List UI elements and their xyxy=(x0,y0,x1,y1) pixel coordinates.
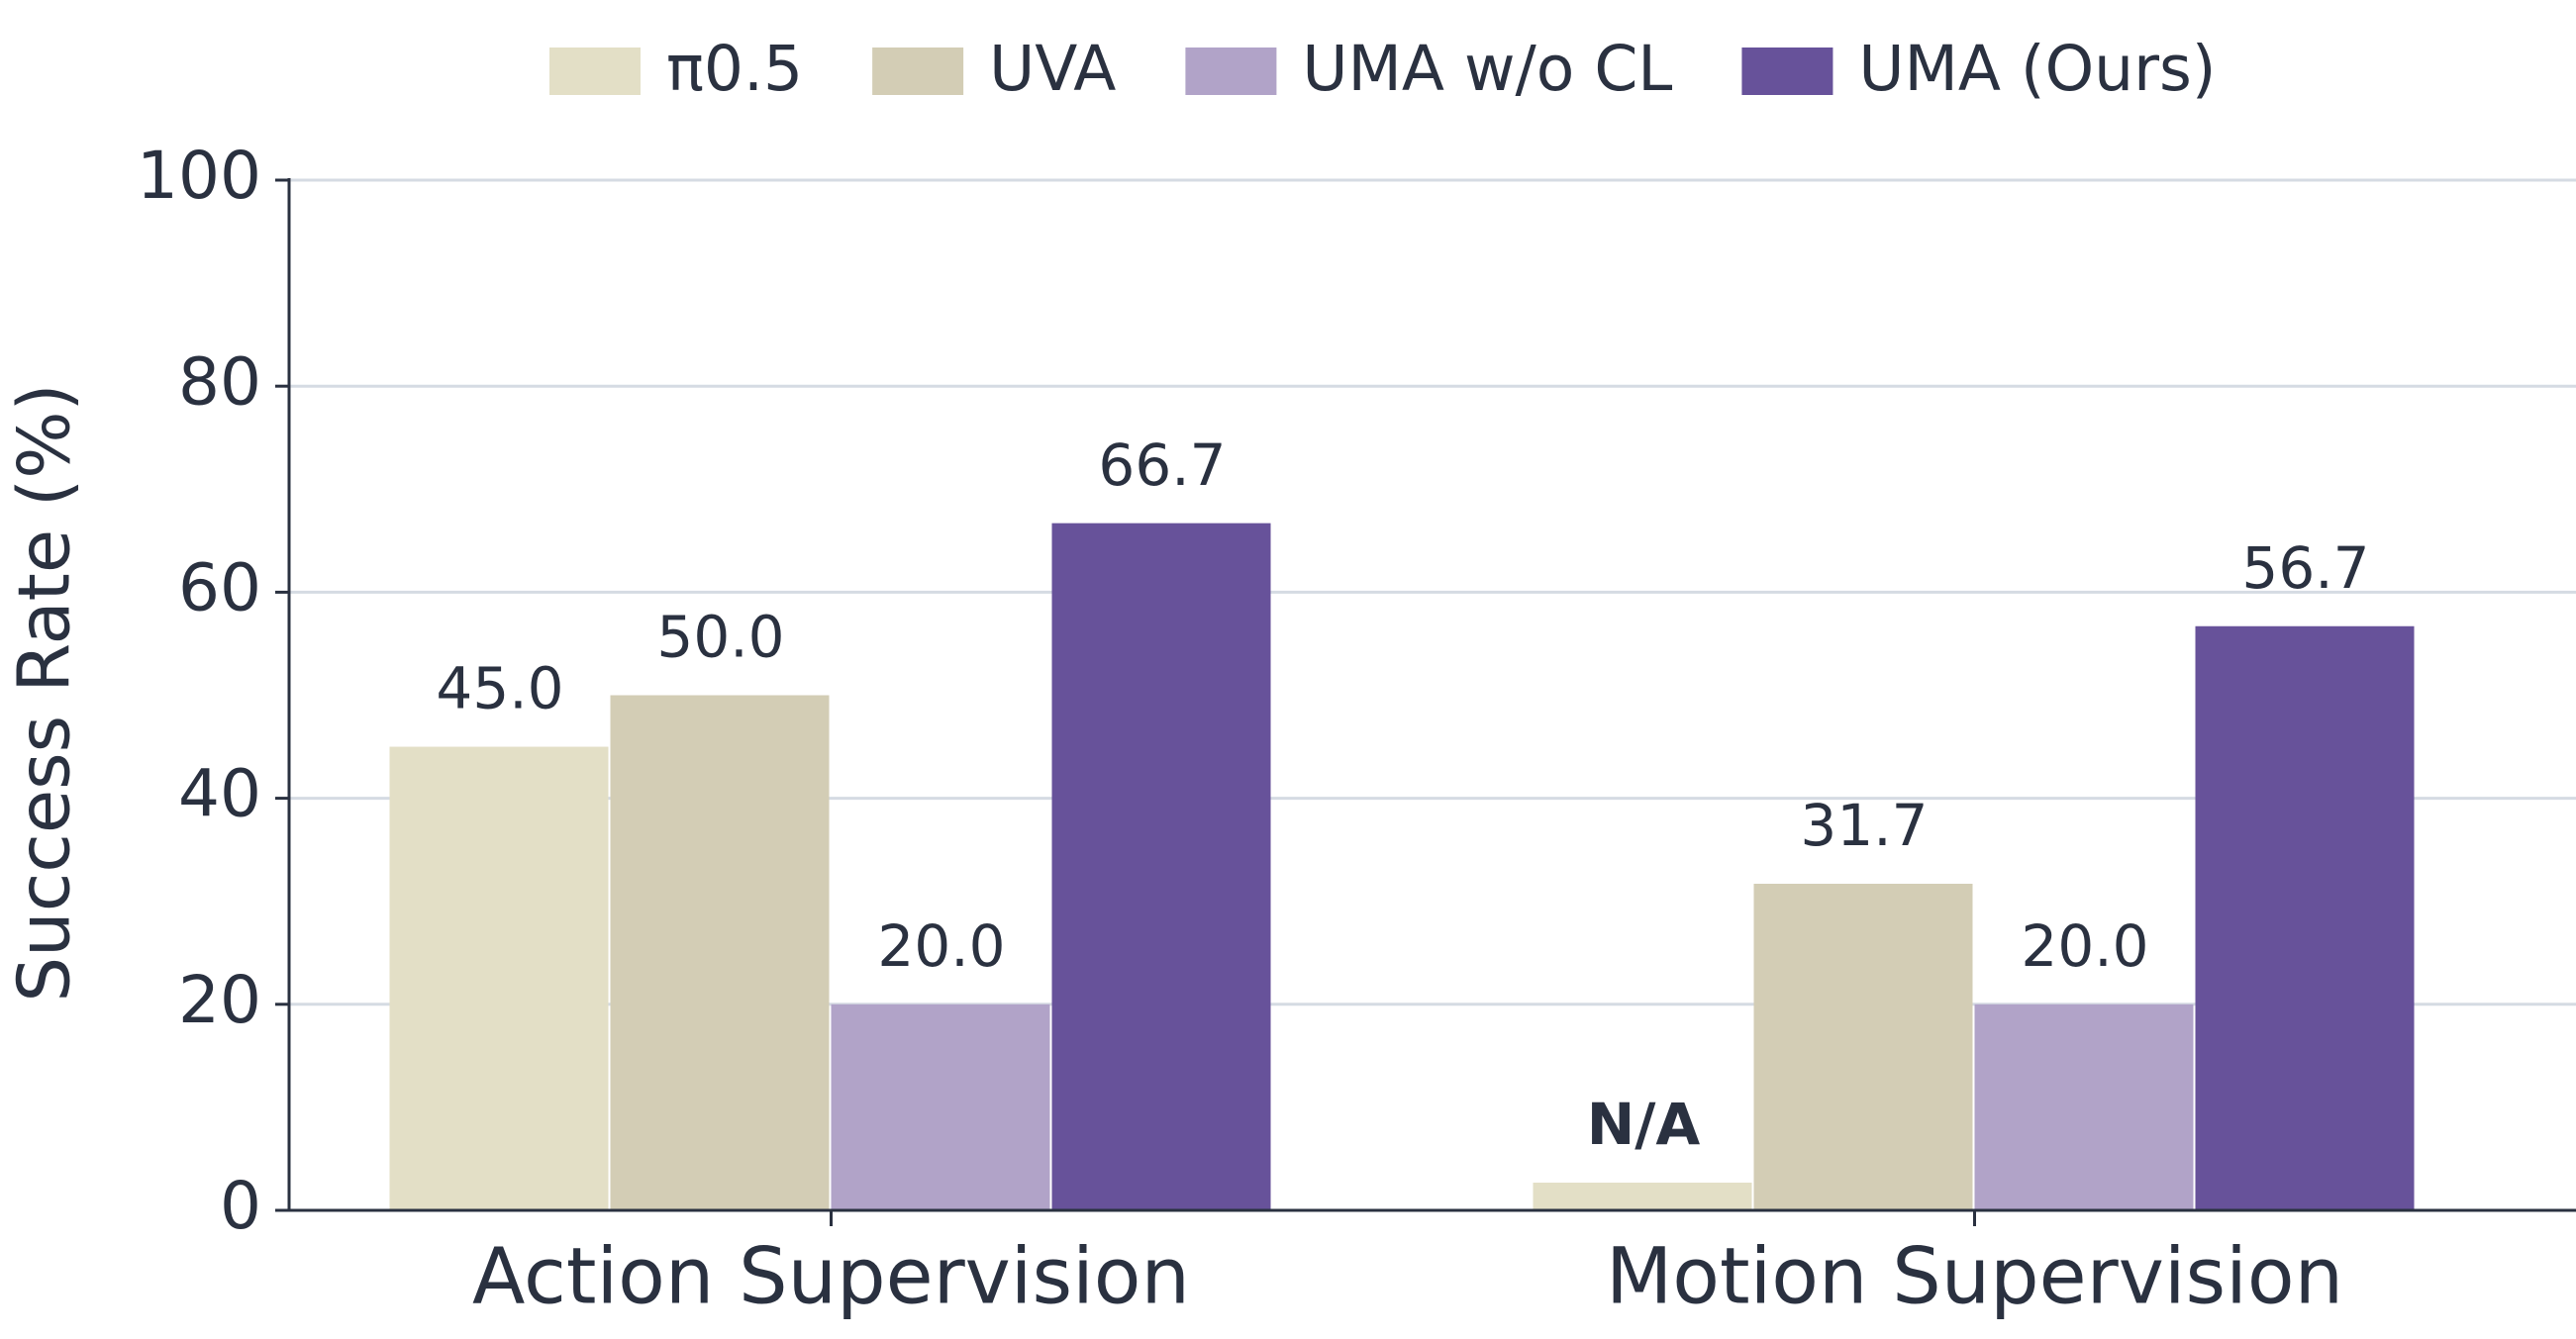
x-tick-label: Motion Supervision xyxy=(1606,1232,2343,1321)
value-label: 56.7 xyxy=(2241,534,2369,602)
legend-label: π0.5 xyxy=(666,33,803,105)
bar xyxy=(831,1004,1050,1210)
bar xyxy=(1051,523,1271,1210)
value-label: 20.0 xyxy=(877,912,1005,980)
bar xyxy=(1974,1004,2194,1210)
bar xyxy=(610,695,830,1210)
y-axis-title: Success Rate (%) xyxy=(3,383,86,1002)
y-tick-label: 40 xyxy=(178,756,261,832)
value-label: 20.0 xyxy=(2021,912,2148,980)
legend-swatch xyxy=(1741,48,1833,95)
legend-swatch xyxy=(1185,48,1277,95)
y-tick-label: 80 xyxy=(178,343,261,420)
y-tick-label: 20 xyxy=(178,962,261,1038)
value-label: 45.0 xyxy=(436,655,563,722)
legend-swatch xyxy=(549,48,641,95)
x-tick-label: Action Supervision xyxy=(472,1232,1190,1321)
value-label: 50.0 xyxy=(656,604,784,671)
bar xyxy=(1753,884,1973,1210)
y-tick-label: 0 xyxy=(220,1168,261,1244)
legend-label: UMA w/o CL xyxy=(1302,33,1672,105)
bar xyxy=(2195,625,2415,1210)
y-tick-label: 100 xyxy=(137,138,261,214)
legend-label: UMA (Ours) xyxy=(1858,33,2216,105)
legend-swatch xyxy=(872,48,964,95)
legend-label: UVA xyxy=(989,33,1116,105)
bar xyxy=(389,746,609,1210)
value-label: 66.7 xyxy=(1098,431,1226,499)
na-placeholder xyxy=(1533,1183,1752,1210)
value-label: 31.7 xyxy=(1800,792,1928,859)
y-tick-label: 60 xyxy=(178,549,261,625)
value-label: N/A xyxy=(1587,1091,1701,1158)
